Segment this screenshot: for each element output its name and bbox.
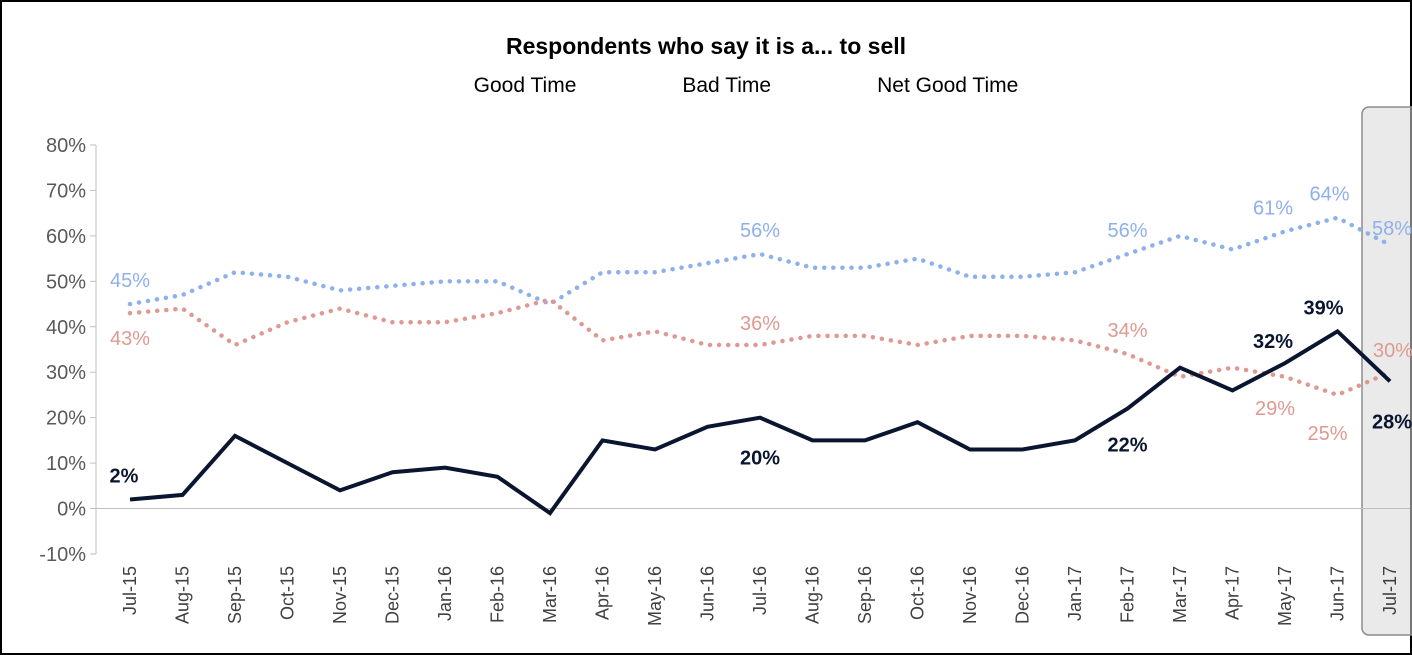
data-label-bad-time: 30% xyxy=(1373,340,1412,362)
x-tick-label: Nov-15 xyxy=(330,566,350,624)
legend-item-bad-time: Bad Time xyxy=(602,74,771,98)
x-tick-label: May-16 xyxy=(645,566,665,626)
x-tick-label: Dec-16 xyxy=(1013,566,1033,624)
data-label-bad-time: 29% xyxy=(1255,398,1295,420)
chart-title: Respondents who say it is a... to sell xyxy=(505,33,907,59)
data-label-bad-time: 34% xyxy=(1107,320,1147,342)
legend-label-net-good-time: Net Good Time xyxy=(877,74,1019,97)
data-label-good-time: 64% xyxy=(1309,184,1349,206)
data-label-good-time: 56% xyxy=(1107,220,1147,242)
data-label-net-good-time: 2% xyxy=(110,465,139,487)
y-tick-label: -10% xyxy=(39,544,86,566)
x-tick-label: Oct-15 xyxy=(278,566,298,620)
data-label-net-good-time: 39% xyxy=(1303,297,1343,319)
x-tick-label: Jan-16 xyxy=(435,566,455,621)
y-tick-label: 60% xyxy=(46,226,86,248)
data-label-net-good-time: 20% xyxy=(740,448,780,470)
x-tick-label: Jun-16 xyxy=(698,566,718,621)
series-line-good-time xyxy=(127,215,1393,307)
series-line-net-good-time xyxy=(129,328,1392,516)
x-tick-label: Mar-17 xyxy=(1170,566,1190,623)
data-label-good-time: 61% xyxy=(1253,197,1293,219)
data-label-good-time: 56% xyxy=(740,220,780,242)
y-tick-label: 0% xyxy=(57,499,86,521)
chart-legend: Good Time Bad Time Net Good Time xyxy=(0,73,1412,99)
y-tick-label: 80% xyxy=(46,135,86,157)
data-label-bad-time: 36% xyxy=(740,313,780,335)
x-tick-label: Oct-16 xyxy=(908,566,928,620)
x-tick-label: Jan-17 xyxy=(1065,566,1085,621)
x-tick-label: Jun-17 xyxy=(1328,566,1348,621)
highlight-box xyxy=(1361,106,1412,636)
legend-item-good-time: Good Time xyxy=(394,74,577,98)
data-label-good-time: 58% xyxy=(1372,218,1412,240)
x-tick-label: Feb-16 xyxy=(488,566,508,623)
x-tick-label: Apr-16 xyxy=(593,566,613,620)
data-label-net-good-time: 32% xyxy=(1253,331,1293,353)
data-label-good-time: 45% xyxy=(110,270,150,292)
data-label-bad-time: 43% xyxy=(110,328,150,350)
y-tick-label: 10% xyxy=(46,453,86,475)
x-tick-label: Jul-17 xyxy=(1380,566,1400,615)
legend-item-net-good-time: Net Good Time xyxy=(797,74,1018,98)
y-tick-label: 70% xyxy=(46,180,86,202)
x-tick-label: Aug-15 xyxy=(173,566,193,624)
y-tick-label: 30% xyxy=(46,362,86,384)
y-tick-label: 20% xyxy=(46,408,86,430)
x-tick-label: Feb-17 xyxy=(1118,566,1138,623)
x-tick-label: May-17 xyxy=(1275,566,1295,626)
x-tick-label: Jul-15 xyxy=(120,566,140,615)
x-tick-label: Mar-16 xyxy=(540,566,560,623)
x-tick-label: Jul-16 xyxy=(750,566,770,615)
series-line-bad-time xyxy=(127,297,1393,398)
x-tick-label: Apr-17 xyxy=(1223,566,1243,620)
x-tick-label: Sep-15 xyxy=(225,566,245,624)
legend-label-good-time: Good Time xyxy=(473,74,577,97)
x-tick-label: Sep-16 xyxy=(855,566,875,624)
data-label-net-good-time: 28% xyxy=(1372,411,1412,433)
x-tick-label: Nov-16 xyxy=(960,566,980,624)
x-tick-label: Dec-15 xyxy=(383,566,403,624)
data-label-bad-time: 25% xyxy=(1307,423,1347,445)
data-label-net-good-time: 22% xyxy=(1107,435,1147,457)
y-tick-label: 50% xyxy=(46,271,86,293)
x-tick-label: Aug-16 xyxy=(803,566,823,624)
legend-label-bad-time: Bad Time xyxy=(682,74,772,97)
y-tick-label: 40% xyxy=(46,317,86,339)
